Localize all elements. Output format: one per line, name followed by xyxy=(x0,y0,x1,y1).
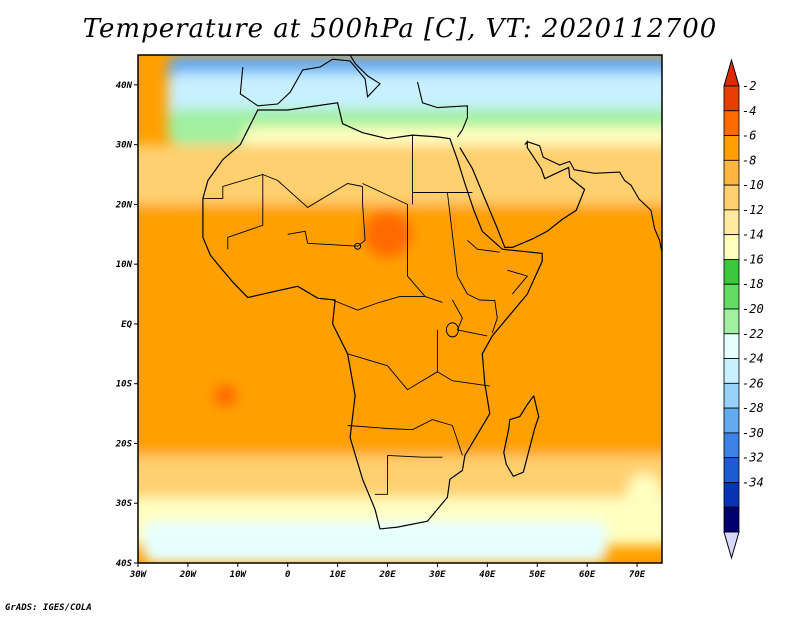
colorbar-swatch xyxy=(723,85,740,112)
colorbar-label: -22 xyxy=(742,327,764,341)
field-sahel-warm xyxy=(362,210,413,259)
colorbar-swatch xyxy=(723,382,740,409)
field-atlantic-warm xyxy=(212,383,238,408)
border-7 xyxy=(332,295,443,311)
colorbar-label: -24 xyxy=(742,352,764,366)
lat-tick-label: 40S xyxy=(116,559,133,569)
colorbar-swatch xyxy=(723,135,740,161)
lon-tick-label: 30W xyxy=(129,570,148,580)
lake-chad xyxy=(354,242,362,250)
coastlines-and-borders xyxy=(202,55,662,530)
colorbar-swatch xyxy=(723,308,740,335)
colorbar-swatch xyxy=(723,457,740,483)
border-14 xyxy=(387,454,443,458)
coastline-europe xyxy=(239,55,381,107)
colorbar-swatch xyxy=(723,259,740,285)
colorbar-label: -4 xyxy=(742,104,756,118)
coastline-south-asia xyxy=(527,141,662,253)
border-5 xyxy=(362,183,408,277)
lat-tick-label: 10S xyxy=(116,380,133,390)
coastline-anatolia xyxy=(416,81,468,138)
colorbar-swatch xyxy=(723,184,740,211)
field-south-yellow xyxy=(138,455,662,510)
colorbar-top-arrow xyxy=(723,58,740,87)
colorbar-bottom-arrow xyxy=(723,531,740,560)
lon-tick-label: 10W xyxy=(230,570,248,580)
coastline-africa xyxy=(202,102,543,530)
lon-tick-label: 30E xyxy=(428,570,446,580)
colorbar-swatch xyxy=(723,432,740,459)
field-south-cool xyxy=(142,521,608,563)
colorbar-label: -26 xyxy=(742,376,764,390)
lat-tick-label: 20N xyxy=(115,200,133,210)
colorbar-swatch xyxy=(723,283,740,310)
colorbar-label: -30 xyxy=(742,426,764,440)
lon-tick-label: 20W xyxy=(179,570,198,580)
lon-tick-label: 20E xyxy=(378,570,396,580)
border-10 xyxy=(436,329,490,387)
border-2 xyxy=(287,230,358,247)
border-9 xyxy=(452,299,488,337)
border-11 xyxy=(347,353,438,391)
border-3 xyxy=(357,186,366,247)
border-17 xyxy=(467,239,500,253)
plot-frame xyxy=(137,54,663,564)
border-13 xyxy=(375,455,388,495)
field-tropics xyxy=(138,204,662,474)
colorbar-label: -14 xyxy=(742,228,764,242)
axes: 30W 20W 10W 0 10E 20E 30E 40E 50E 60E 70E 40N 30N 20N… xyxy=(115,81,646,580)
coastline-madagascar xyxy=(503,395,540,478)
lon-tick-label: 40E xyxy=(479,570,496,580)
colorbar-swatch xyxy=(723,110,740,136)
colorbar-label: -10 xyxy=(742,178,764,192)
colorbar-swatch xyxy=(723,506,740,533)
lat-tick-label: 10N xyxy=(116,260,133,270)
colorbar-label: -34 xyxy=(742,475,764,489)
colorbar-label: -28 xyxy=(742,401,764,415)
colorbar-label: -16 xyxy=(742,252,764,266)
lon-tick-label: 10E xyxy=(329,570,346,580)
colorbar-label: -12 xyxy=(742,203,764,217)
map-title: Temperature at 500hPa [C], VT: 202011270… xyxy=(82,14,718,44)
lat-tick-label: 40N xyxy=(116,81,133,91)
lake-victoria xyxy=(445,322,459,338)
border-1 xyxy=(262,174,363,208)
colorbar-swatch xyxy=(723,482,740,508)
border-12 xyxy=(347,419,453,431)
colorbar-swatch xyxy=(723,407,740,434)
coastline-arabia xyxy=(459,140,586,248)
lon-tick-label: 50E xyxy=(529,570,546,580)
colorbar-label: -6 xyxy=(742,129,756,143)
colorbar-label: -8 xyxy=(742,153,756,167)
colorbar-swatch xyxy=(723,159,740,186)
border-19 xyxy=(507,269,529,295)
lat-tick-label: 30S xyxy=(115,499,133,509)
lon-tick-label: 0 xyxy=(285,570,291,580)
border-15 xyxy=(451,425,463,456)
field-east-green xyxy=(627,473,662,516)
border-16 xyxy=(467,293,498,334)
credit-text: GrADS: IGES/COLA xyxy=(5,603,92,613)
colorbar-swatch xyxy=(723,234,740,260)
lat-tick-label: 30N xyxy=(115,141,133,151)
colorbar-label: -2 xyxy=(742,79,756,93)
colorbar-swatch xyxy=(723,358,740,384)
temperature-field xyxy=(138,55,662,563)
border-18 xyxy=(446,192,468,295)
colorbar-label: -18 xyxy=(742,277,764,291)
lon-tick-label: 60E xyxy=(579,570,596,580)
colorbar-swatch xyxy=(723,333,740,359)
lat-tick-label: EQ xyxy=(121,320,132,330)
field-sahara-yellow xyxy=(138,144,662,205)
lon-tick-label: 70E xyxy=(629,570,646,580)
border-8 xyxy=(407,275,426,297)
colorbar-label: -32 xyxy=(742,451,764,465)
colorbar-label: -20 xyxy=(742,302,764,316)
colorbar: -2 -4 -6 -8 -10 -12 -14 -16 -18 -20 -22 -24 -26 -28 -3… xyxy=(723,58,764,560)
colorbar-swatch xyxy=(723,209,740,236)
lat-tick-label: 20S xyxy=(115,439,133,449)
